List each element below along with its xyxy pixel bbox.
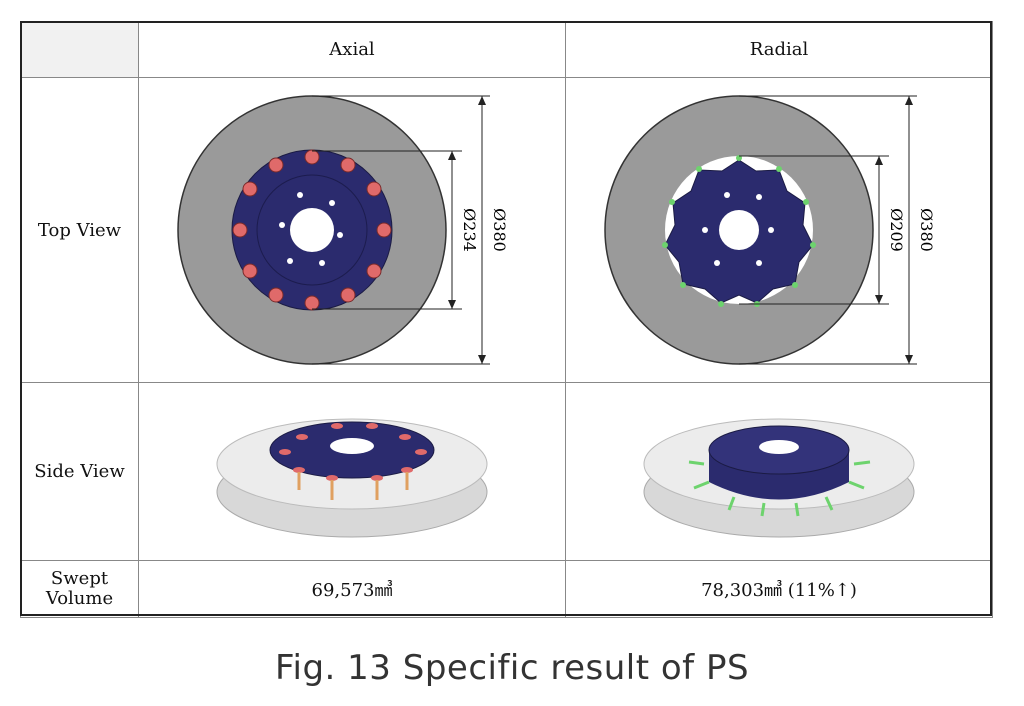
radial-side-bore: [759, 439, 799, 454]
radial-side-pins: [688, 460, 871, 516]
header-radial-label: Radial: [749, 39, 809, 60]
axial-inner-dim: Ø234: [460, 208, 479, 252]
axial-side-bolts: [279, 422, 427, 481]
radial-swept-volume: 78,303㎣ (11%↑): [565, 560, 993, 618]
radial-small-holes: [702, 192, 774, 266]
swept-volume-label-line2: Volume: [45, 588, 114, 609]
radial-center-bore: [719, 210, 759, 250]
radial-side-view-cell: [565, 382, 993, 561]
radial-pins: [662, 155, 816, 307]
radial-side-view-figure: [643, 418, 915, 537]
radial-dim-lines: [739, 95, 917, 365]
axial-dim-arrows: [448, 96, 486, 364]
radial-top-view-figure: Ø380 Ø209: [604, 95, 936, 365]
axial-hub-ring: [256, 174, 368, 286]
axial-side-view-figure: [216, 418, 488, 537]
header-radial: Radial: [565, 21, 993, 78]
top-view-row: Top View: [20, 77, 993, 383]
axial-side-pins: [297, 471, 409, 500]
swept-volume-label-line1: Swept: [50, 568, 109, 590]
swept-volume-row: Swept Volume 69,573㎣ 78,303㎣ (11%↑): [20, 560, 993, 618]
radial-dim-arrows: [875, 96, 913, 364]
table-outer-border: [20, 21, 992, 616]
axial-top-view-cell: Ø380 Ø234: [138, 77, 566, 383]
axial-bolts: [232, 149, 392, 311]
radial-top-view-cell: Ø380 Ø209: [565, 77, 993, 383]
axial-dim-lines: [312, 95, 490, 365]
radial-inner-dim: Ø209: [887, 208, 906, 252]
axial-outer-dim: Ø380: [490, 208, 509, 252]
side-view-row: Side View: [20, 382, 993, 561]
radial-outer-dim: Ø380: [917, 208, 936, 252]
side-view-label: Side View: [20, 382, 139, 561]
axial-side-bore: [330, 437, 374, 454]
axial-side-view-cell: [138, 382, 566, 561]
header-axial-label: Axial: [329, 39, 375, 60]
axial-center-bore: [290, 208, 334, 252]
axial-small-holes: [279, 192, 343, 266]
axial-swept-volume: 69,573㎣: [138, 560, 566, 618]
header-corner: [20, 21, 139, 78]
top-view-label: Top View: [20, 77, 139, 383]
axial-top-view-figure: Ø380 Ø234: [177, 95, 509, 365]
result-table: Axial Radial Top View: [20, 21, 993, 618]
figure-caption: Fig. 13 Specific result of PS: [274, 648, 750, 688]
swept-volume-label: Swept Volume: [20, 560, 139, 618]
